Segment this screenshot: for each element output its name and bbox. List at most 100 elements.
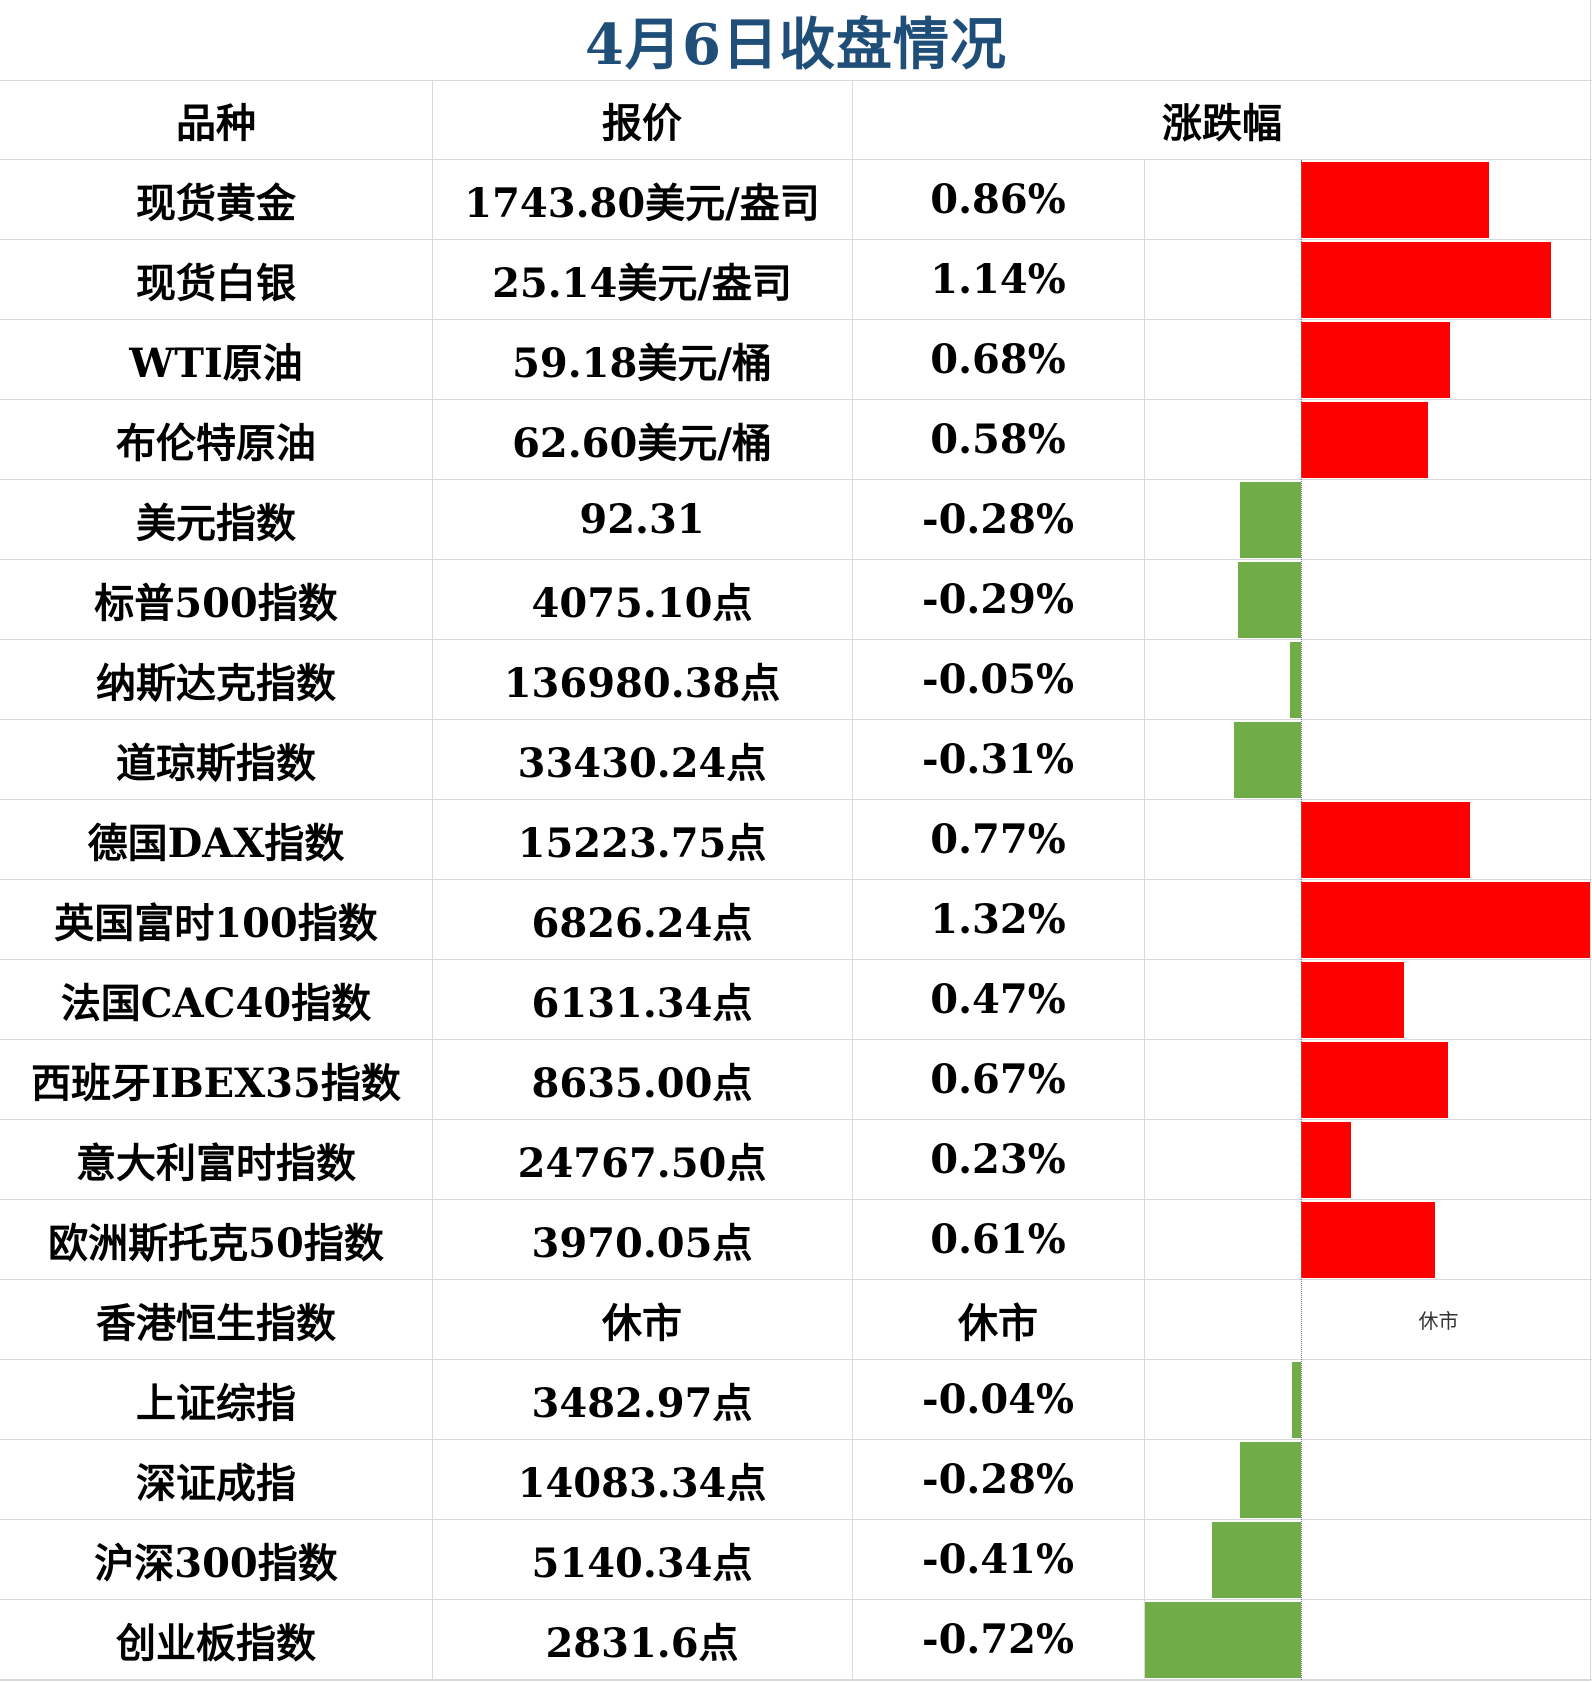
row-name: 德国DAX指数 — [0, 800, 433, 879]
change-bar — [1145, 1602, 1301, 1678]
row-name: 道琼斯指数 — [0, 720, 433, 799]
change-bar — [1301, 882, 1590, 958]
table-row: 西班牙IBEX35指数 8635.00点 0.67% — [0, 1040, 1592, 1120]
bar-cell — [1145, 240, 1592, 319]
table-row: 意大利富时指数 24767.50点 0.23% — [0, 1120, 1592, 1200]
bar-cell — [1145, 1200, 1592, 1279]
bar-cell — [1145, 960, 1592, 1039]
row-price: 15223.75点 — [432, 800, 853, 879]
row-price: 25.14美元/盎司 — [432, 240, 853, 319]
bar-cell — [1145, 1040, 1592, 1119]
change-bar — [1212, 1522, 1301, 1598]
row-change: 0.86% — [852, 160, 1145, 239]
table-row: 现货白银 25.14美元/盎司 1.14% — [0, 240, 1592, 320]
row-price: 136980.38点 — [432, 640, 853, 719]
bar-cell — [1145, 800, 1592, 879]
row-price: 2831.6点 — [432, 1600, 853, 1679]
bar-cell — [1145, 720, 1592, 799]
row-name: 创业板指数 — [0, 1600, 433, 1679]
row-change: -0.31% — [852, 720, 1145, 799]
zero-axis — [1301, 160, 1302, 1680]
market-closed-label: 休市 — [1418, 1309, 1459, 1333]
row-change: 0.47% — [852, 960, 1145, 1039]
change-bar — [1301, 1122, 1352, 1198]
row-price: 8635.00点 — [432, 1040, 853, 1119]
header-price: 报价 — [432, 80, 853, 159]
row-name: 沪深300指数 — [0, 1520, 433, 1599]
bar-cell — [1145, 560, 1592, 639]
change-bar — [1301, 322, 1450, 398]
table-row: 英国富时100指数 6826.24点 1.32% — [0, 880, 1592, 960]
row-change: 0.67% — [852, 1040, 1145, 1119]
change-bar — [1238, 562, 1301, 638]
bar-cell — [1145, 160, 1592, 239]
row-name: 西班牙IBEX35指数 — [0, 1040, 433, 1119]
bar-cell — [1145, 400, 1592, 479]
row-price: 3482.97点 — [432, 1360, 853, 1439]
row-change: 0.58% — [852, 400, 1145, 479]
change-bar — [1290, 642, 1301, 718]
row-change: 0.68% — [852, 320, 1145, 399]
change-bar — [1301, 402, 1428, 478]
change-bar — [1301, 962, 1404, 1038]
table-row: 美元指数 92.31 -0.28% — [0, 480, 1592, 560]
bar-cell — [1145, 640, 1592, 719]
row-name: 上证综指 — [0, 1360, 433, 1439]
bar-cell — [1145, 1120, 1592, 1199]
change-bar — [1240, 1442, 1301, 1518]
change-bar — [1301, 242, 1551, 318]
bar-cell: 休市 — [1145, 1280, 1592, 1359]
row-change: -0.72% — [852, 1600, 1145, 1679]
table-row: 现货黄金 1743.80美元/盎司 0.86% — [0, 160, 1592, 240]
table-row: 道琼斯指数 33430.24点 -0.31% — [0, 720, 1592, 800]
row-name: 深证成指 — [0, 1440, 433, 1519]
row-change: 0.77% — [852, 800, 1145, 879]
row-price: 1743.80美元/盎司 — [432, 160, 853, 239]
row-change: -0.41% — [852, 1520, 1145, 1599]
change-bar — [1233, 722, 1301, 798]
table-row: WTI原油 59.18美元/桶 0.68% — [0, 320, 1592, 400]
row-change: -0.29% — [852, 560, 1145, 639]
bar-cell — [1145, 1360, 1592, 1439]
bar-cell — [1145, 1440, 1592, 1519]
table-row: 上证综指 3482.97点 -0.04% — [0, 1360, 1592, 1440]
row-price: 6131.34点 — [432, 960, 853, 1039]
header-row: 品种 报价 涨跌幅 — [0, 80, 1592, 160]
bar-cell — [1145, 880, 1592, 959]
bar-cell — [1145, 480, 1592, 559]
row-change: -0.05% — [852, 640, 1145, 719]
bar-cell — [1145, 320, 1592, 399]
change-bar — [1301, 162, 1490, 238]
table-row: 沪深300指数 5140.34点 -0.41% — [0, 1520, 1592, 1600]
row-price: 14083.34点 — [432, 1440, 853, 1519]
row-price: 3970.05点 — [432, 1200, 853, 1279]
change-bar — [1301, 802, 1470, 878]
row-price: 92.31 — [432, 480, 853, 559]
table-row: 纳斯达克指数 136980.38点 -0.05% — [0, 640, 1592, 720]
row-price: 33430.24点 — [432, 720, 853, 799]
row-name: 布伦特原油 — [0, 400, 433, 479]
table-row: 法国CAC40指数 6131.34点 0.47% — [0, 960, 1592, 1040]
row-name: 香港恒生指数 — [0, 1280, 433, 1359]
row-price: 24767.50点 — [432, 1120, 853, 1199]
row-name: 法国CAC40指数 — [0, 960, 433, 1039]
row-change: 0.23% — [852, 1120, 1145, 1199]
header-name: 品种 — [0, 80, 433, 159]
row-name: 标普500指数 — [0, 560, 433, 639]
row-change: -0.28% — [852, 1440, 1145, 1519]
table-row: 深证成指 14083.34点 -0.28% — [0, 1440, 1592, 1520]
page-title: 4月6日收盘情况 — [0, 0, 1592, 81]
row-name: 美元指数 — [0, 480, 433, 559]
table-row: 德国DAX指数 15223.75点 0.77% — [0, 800, 1592, 880]
row-name: 现货白银 — [0, 240, 433, 319]
change-bar — [1292, 1362, 1301, 1438]
change-bar — [1301, 1042, 1448, 1118]
row-price: 5140.34点 — [432, 1520, 853, 1599]
row-name: 纳斯达克指数 — [0, 640, 433, 719]
bar-cell — [1145, 1600, 1592, 1679]
table-row: 香港恒生指数 休市 休市 休市 — [0, 1280, 1592, 1360]
row-name: WTI原油 — [0, 320, 433, 399]
row-change: -0.04% — [852, 1360, 1145, 1439]
row-change: 1.32% — [852, 880, 1145, 959]
